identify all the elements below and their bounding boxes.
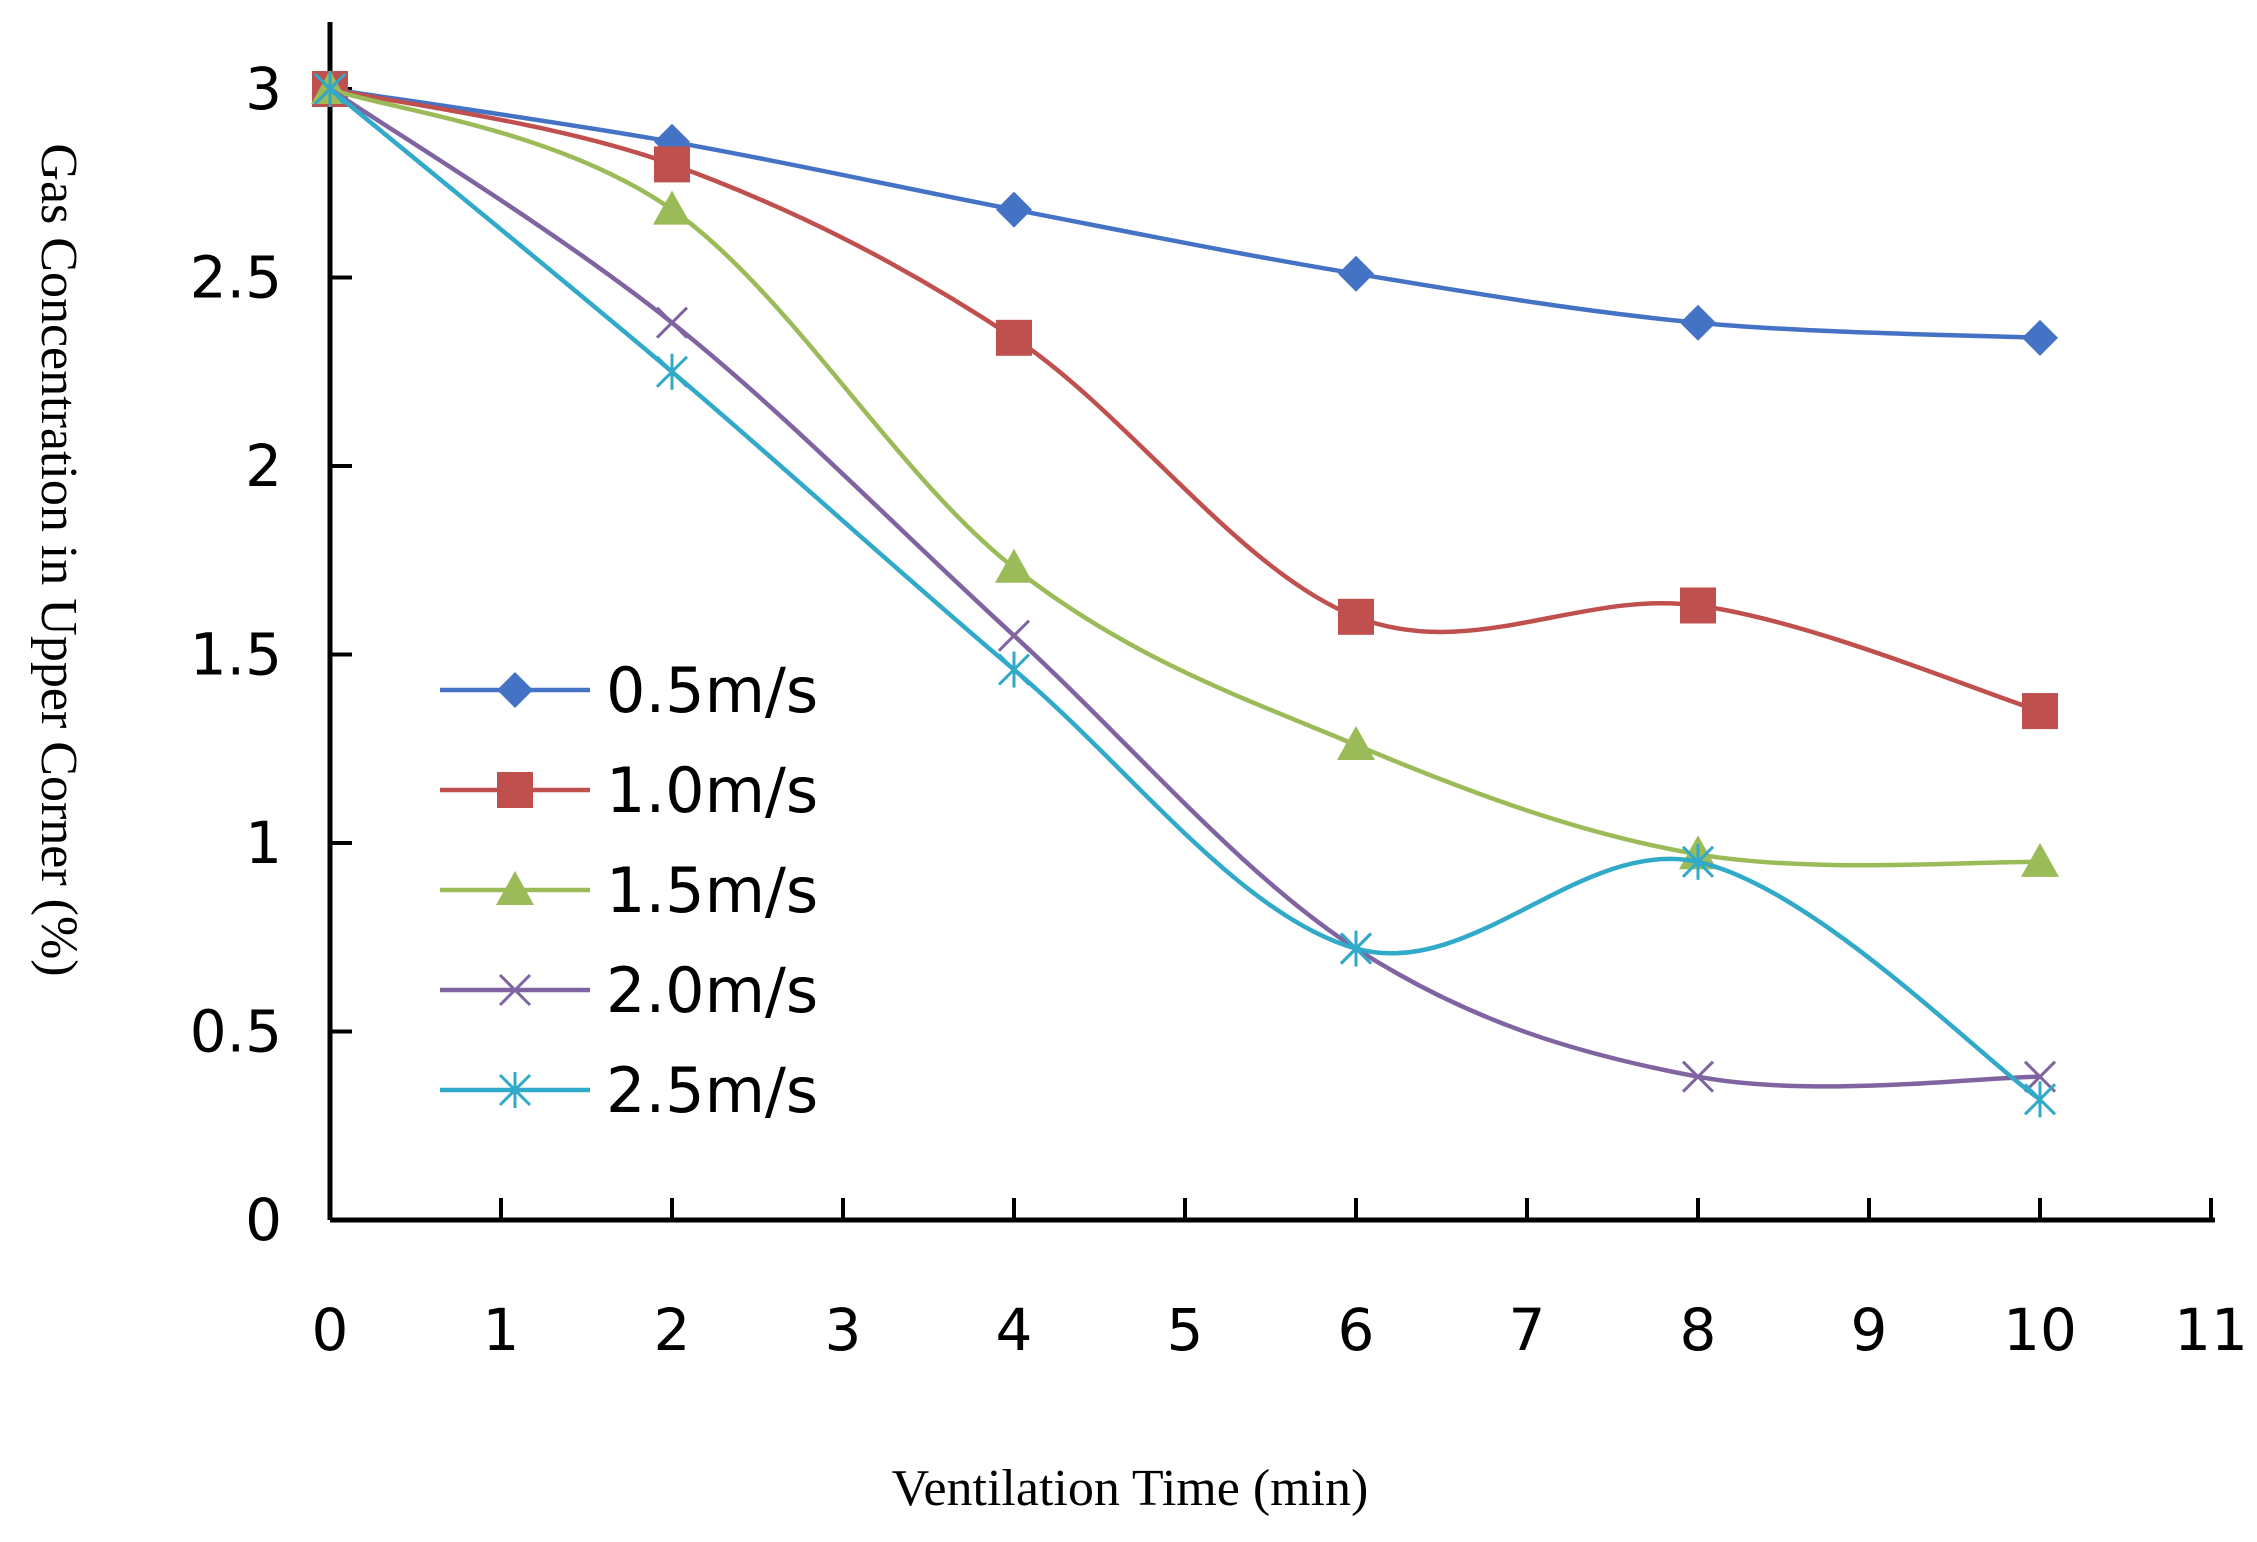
y-ticks: 0 0.5 1 1.5 2 2.5 3 [190, 55, 352, 1254]
data-point [1680, 587, 1716, 624]
data-point [1681, 1060, 1715, 1093]
y-axis-title: Gas Concentration in Upper Corner (%) [30, 143, 87, 976]
data-point [2023, 1060, 2057, 1093]
legend-marker [496, 871, 534, 905]
data-point [996, 191, 1032, 228]
legend-entry: 1.0m/s [440, 754, 818, 827]
legend-label: 0.5m/s [606, 654, 818, 727]
x-tick-label: 0 [312, 1296, 349, 1364]
data-point [1681, 843, 1715, 880]
legend-marker [497, 672, 533, 708]
data-point [1338, 255, 1374, 292]
data-point [2022, 693, 2058, 730]
x-tick-label: 5 [1167, 1296, 1204, 1364]
legend-label: 2.0m/s [606, 954, 818, 1027]
legend-label: 1.5m/s [606, 854, 818, 927]
x-ticks: 0 1 2 3 4 5 6 7 8 9 10 11 [312, 1198, 2248, 1364]
y-tick-label: 2 [245, 432, 282, 500]
data-point [313, 71, 347, 107]
series-line [328, 87, 2042, 1102]
x-tick-label: 2 [654, 1296, 691, 1364]
data-point [1338, 598, 1374, 635]
legend-entry: 0.5m/s [440, 654, 818, 727]
x-tick-label: 10 [2003, 1296, 2077, 1364]
data-point [997, 619, 1031, 652]
data-point [2023, 1081, 2057, 1118]
series-layer [311, 70, 2059, 1118]
series-line [329, 86, 2041, 341]
series-0.5m/s [312, 71, 2058, 356]
y-tick-label: 0 [245, 1186, 282, 1254]
legend-label: 1.0m/s [606, 754, 818, 827]
x-tick-label: 6 [1338, 1296, 1375, 1364]
series-line [329, 86, 2041, 714]
data-point [2022, 319, 2058, 356]
series-line [329, 86, 2041, 868]
legend-entry: 1.5m/s [440, 854, 818, 927]
series-1.5m/s [311, 70, 2059, 877]
y-tick-label: 0.5 [190, 998, 282, 1066]
axes [327, 22, 2215, 1223]
data-point [996, 319, 1032, 356]
series-2.5m/s [313, 71, 2057, 1118]
series-2.0m/s [313, 72, 2057, 1093]
series-line [328, 87, 2041, 1089]
data-point [654, 146, 690, 183]
x-tick-label: 7 [1509, 1296, 1546, 1364]
x-tick-label: 4 [996, 1296, 1033, 1364]
legend-label: 2.5m/s [606, 1054, 818, 1127]
x-tick-label: 1 [483, 1296, 520, 1364]
data-point [997, 651, 1031, 688]
legend: 0.5m/s 1.0m/s 1.5m/s 2.0m/s 2.5m/s [440, 654, 818, 1127]
x-tick-label: 8 [1680, 1296, 1717, 1364]
x-axis-title: Ventilation Time (min) [892, 1460, 1369, 1517]
x-tick-label: 11 [2174, 1296, 2248, 1364]
data-point [653, 190, 691, 225]
data-point [995, 548, 1033, 583]
series-1.0m/s [312, 71, 2058, 730]
y-tick-label: 2.5 [190, 244, 282, 312]
legend-entry: 2.0m/s [440, 954, 818, 1027]
legend-marker [497, 772, 533, 808]
data-point [1339, 930, 1373, 967]
y-tick-label: 3 [245, 55, 282, 123]
legend-entry: 2.5m/s [440, 1054, 818, 1127]
x-tick-label: 9 [1851, 1296, 1888, 1364]
data-point [655, 353, 689, 390]
data-point [1680, 304, 1716, 341]
y-tick-label: 1.5 [190, 621, 282, 689]
x-tick-label: 3 [825, 1296, 862, 1364]
data-point [655, 306, 689, 339]
data-point [1337, 725, 1375, 760]
legend-marker [498, 973, 532, 1007]
legend-marker [498, 1072, 532, 1108]
data-point [2021, 842, 2059, 877]
y-tick-label: 1 [245, 809, 282, 877]
